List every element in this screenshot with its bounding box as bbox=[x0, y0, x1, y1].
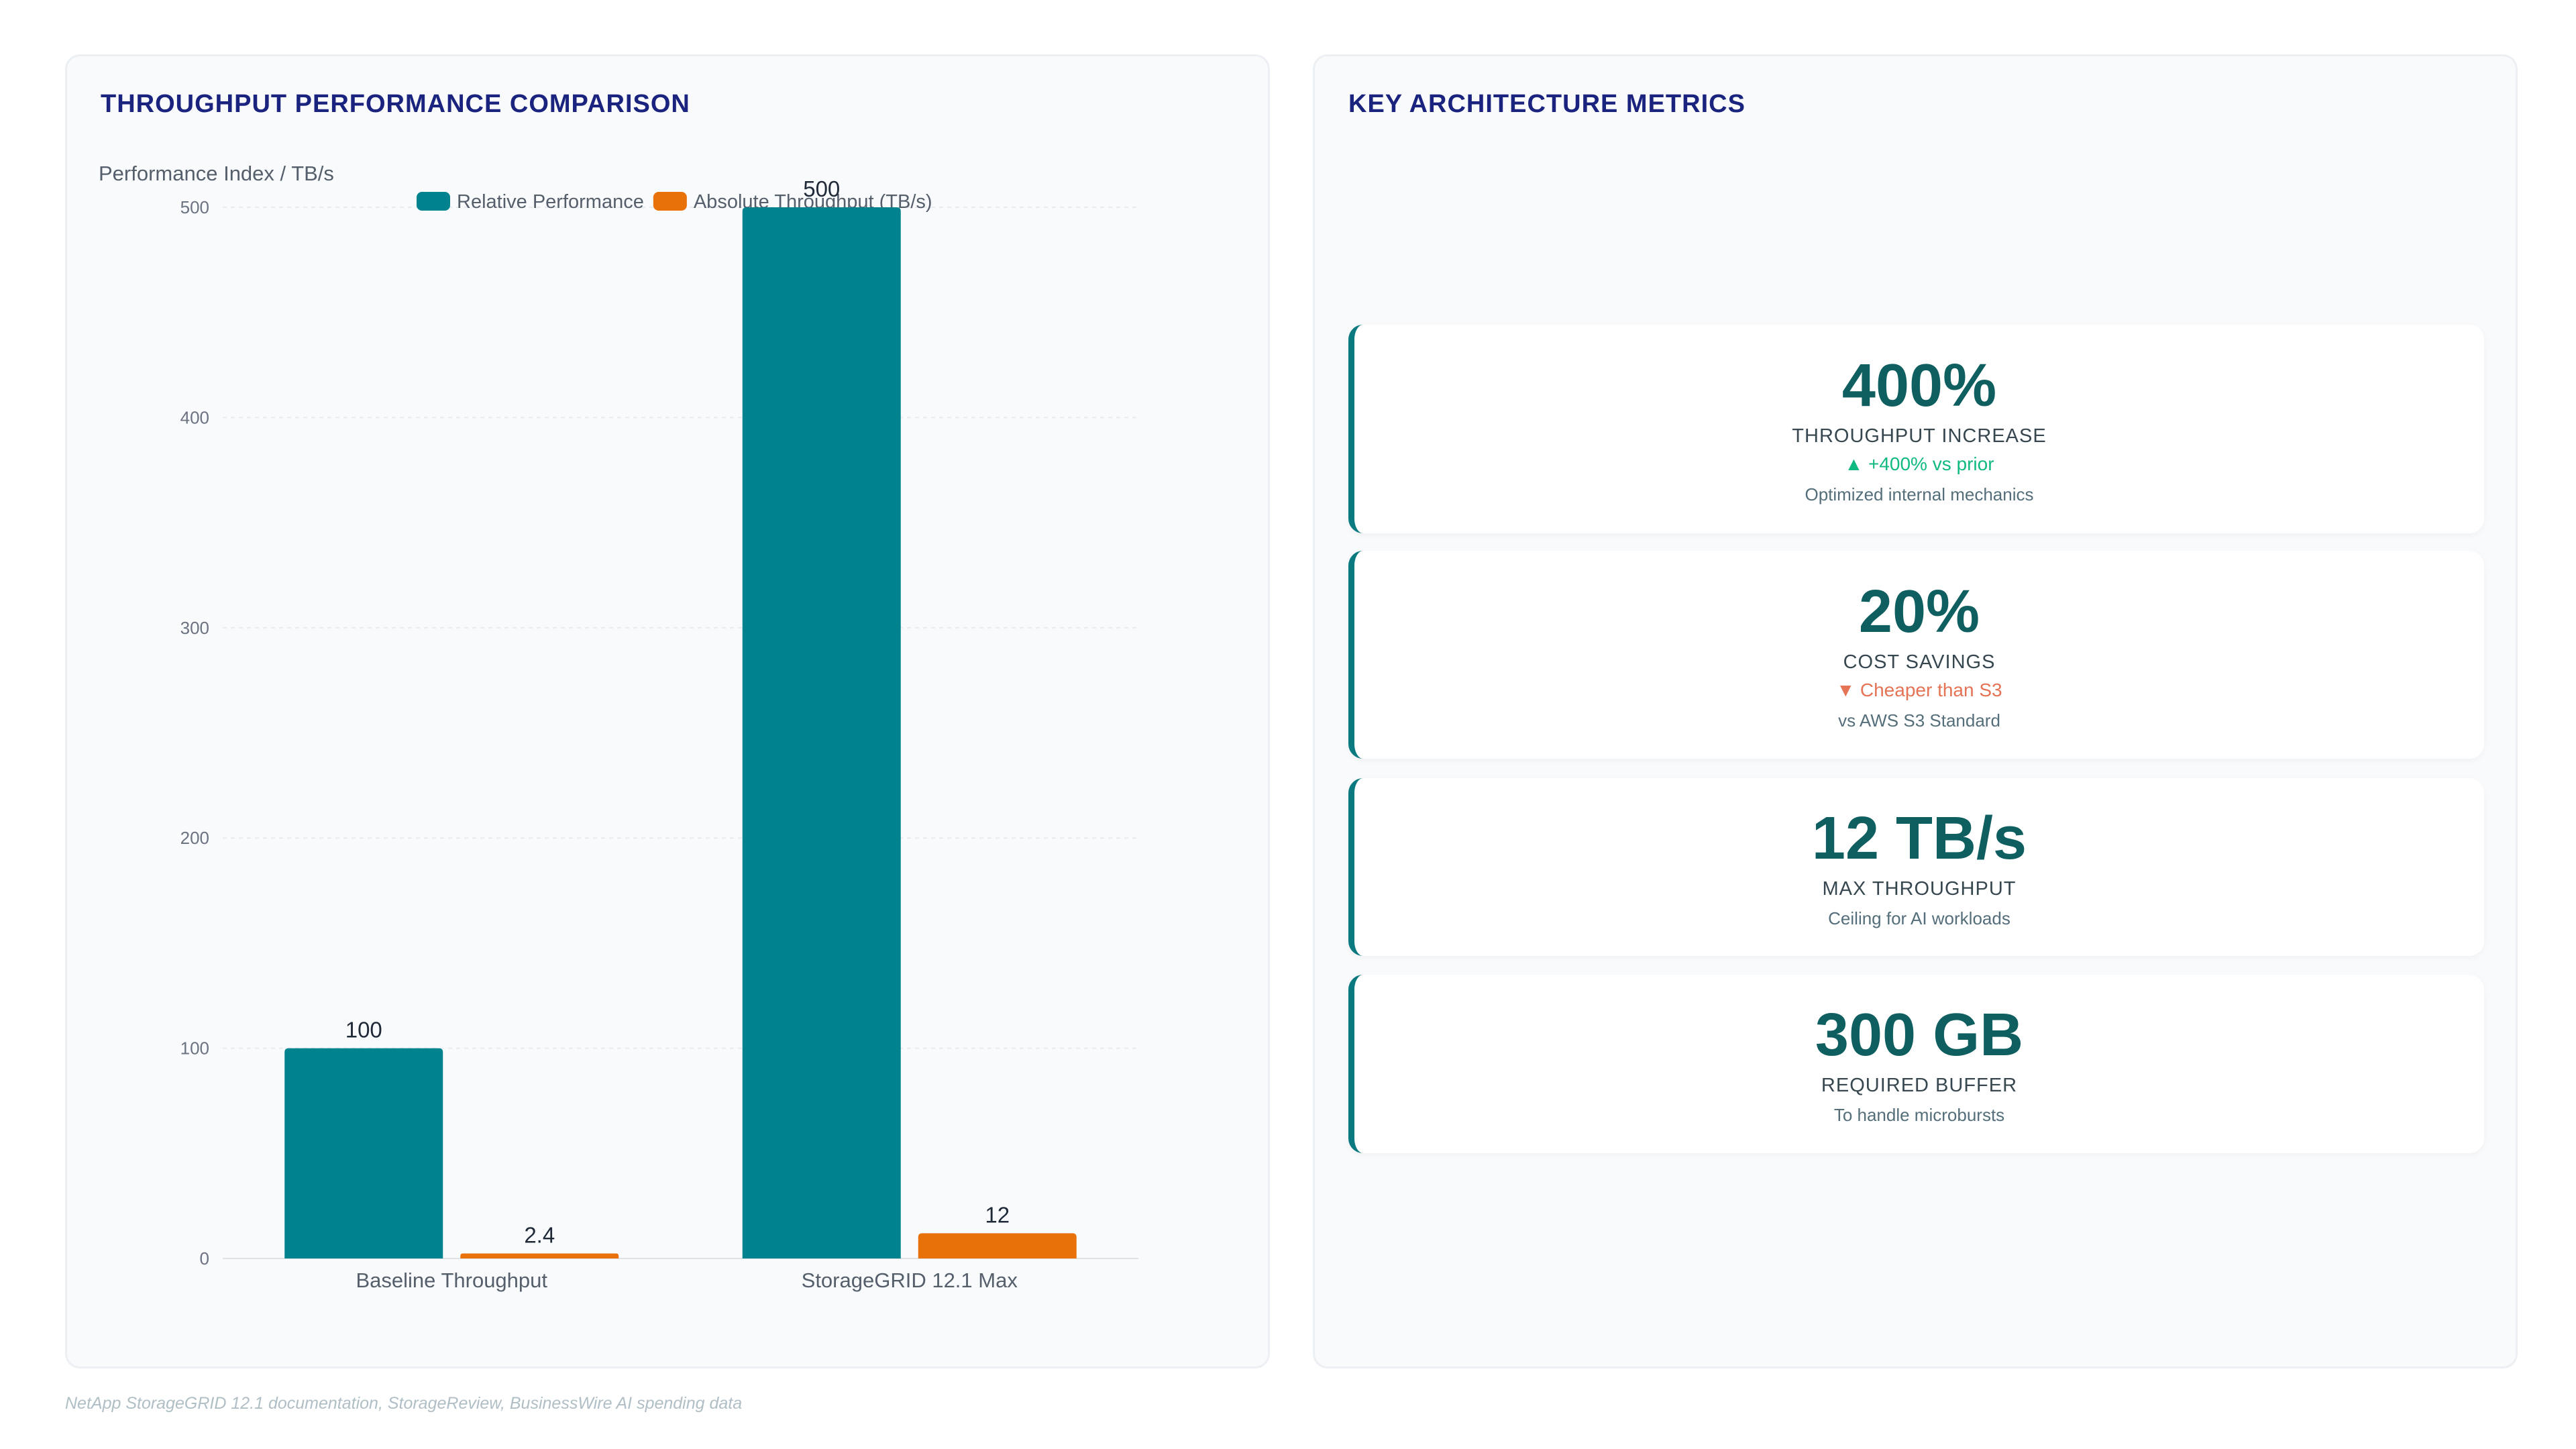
y-tick-label: 300 bbox=[180, 618, 209, 638]
metric-change: ▼ Cheaper than S3 bbox=[1836, 680, 2002, 700]
legend-label-0: Relative Performance bbox=[457, 191, 644, 213]
bar-1-1 bbox=[918, 1233, 1077, 1258]
bar-0-1 bbox=[460, 1253, 619, 1258]
y-tick-label: 0 bbox=[200, 1248, 209, 1269]
chart-title: THROUGHPUT PERFORMANCE COMPARISON bbox=[101, 90, 690, 118]
metrics-title: KEY ARCHITECTURE METRICS bbox=[1348, 90, 1746, 118]
metric-card-cost-savings: 20% COST SAVINGS ▼ Cheaper than S3 vs AW… bbox=[1348, 551, 2484, 759]
x-tick-label: StorageGRID 12.1 Max bbox=[802, 1269, 1018, 1292]
metric-card-required-buffer: 300 GB REQUIRED BUFFER To handle microbu… bbox=[1348, 975, 2484, 1153]
metric-note: Ceiling for AI workloads bbox=[1828, 908, 2010, 928]
data-label: 500 bbox=[803, 176, 840, 201]
metric-value: 400% bbox=[1841, 352, 1997, 419]
data-label: 12 bbox=[985, 1202, 1010, 1227]
metric-change: ▲ +400% vs prior bbox=[1844, 453, 1994, 474]
bar-1-0 bbox=[742, 207, 901, 1258]
metric-value: 12 TB/s bbox=[1811, 805, 2027, 872]
metric-note: To handle microbursts bbox=[1833, 1105, 2005, 1125]
metric-label: THROUGHPUT INCREASE bbox=[1792, 425, 2047, 447]
data-label: 100 bbox=[345, 1018, 382, 1042]
metric-value: 20% bbox=[1858, 578, 1980, 645]
legend-swatch-0 bbox=[417, 192, 450, 211]
y-axis-label: Performance Index / TB/s bbox=[99, 162, 334, 185]
metric-card-throughput-increase: 400% THROUGHPUT INCREASE ▲ +400% vs prio… bbox=[1348, 325, 2484, 533]
metric-label: COST SAVINGS bbox=[1843, 651, 1996, 673]
y-tick-label: 400 bbox=[180, 407, 209, 427]
source-note: NetApp StorageGRID 12.1 documentation, S… bbox=[65, 1394, 743, 1413]
metric-note: vs AWS S3 Standard bbox=[1838, 710, 2000, 731]
chart-panel: THROUGHPUT PERFORMANCE COMPARISON 0 100 20… bbox=[65, 54, 1270, 1368]
legend-swatch-1 bbox=[653, 192, 687, 211]
bar-chart: 0 100 200 300 400 500 Performance Index / TB/s… bbox=[99, 162, 1138, 1292]
metric-note: Optimized internal mechanics bbox=[1805, 484, 2034, 504]
metric-value: 300 GB bbox=[1815, 1002, 2024, 1069]
x-tick-label: Baseline Throughput bbox=[356, 1269, 547, 1292]
y-tick-label: 200 bbox=[180, 828, 209, 848]
metric-card-max-throughput: 12 TB/s MAX THROUGHPUT Ceiling for AI wo… bbox=[1348, 778, 2484, 956]
metrics-panel: KEY ARCHITECTURE METRICS 400% THROUGHPUT… bbox=[1313, 54, 2518, 1368]
metric-label: REQUIRED BUFFER bbox=[1821, 1075, 2018, 1096]
y-tick-label: 100 bbox=[180, 1038, 209, 1059]
bar-0-0 bbox=[284, 1048, 443, 1258]
metric-label: MAX THROUGHPUT bbox=[1822, 878, 2017, 900]
data-label: 2.4 bbox=[524, 1222, 555, 1247]
y-tick-label: 500 bbox=[180, 197, 209, 217]
